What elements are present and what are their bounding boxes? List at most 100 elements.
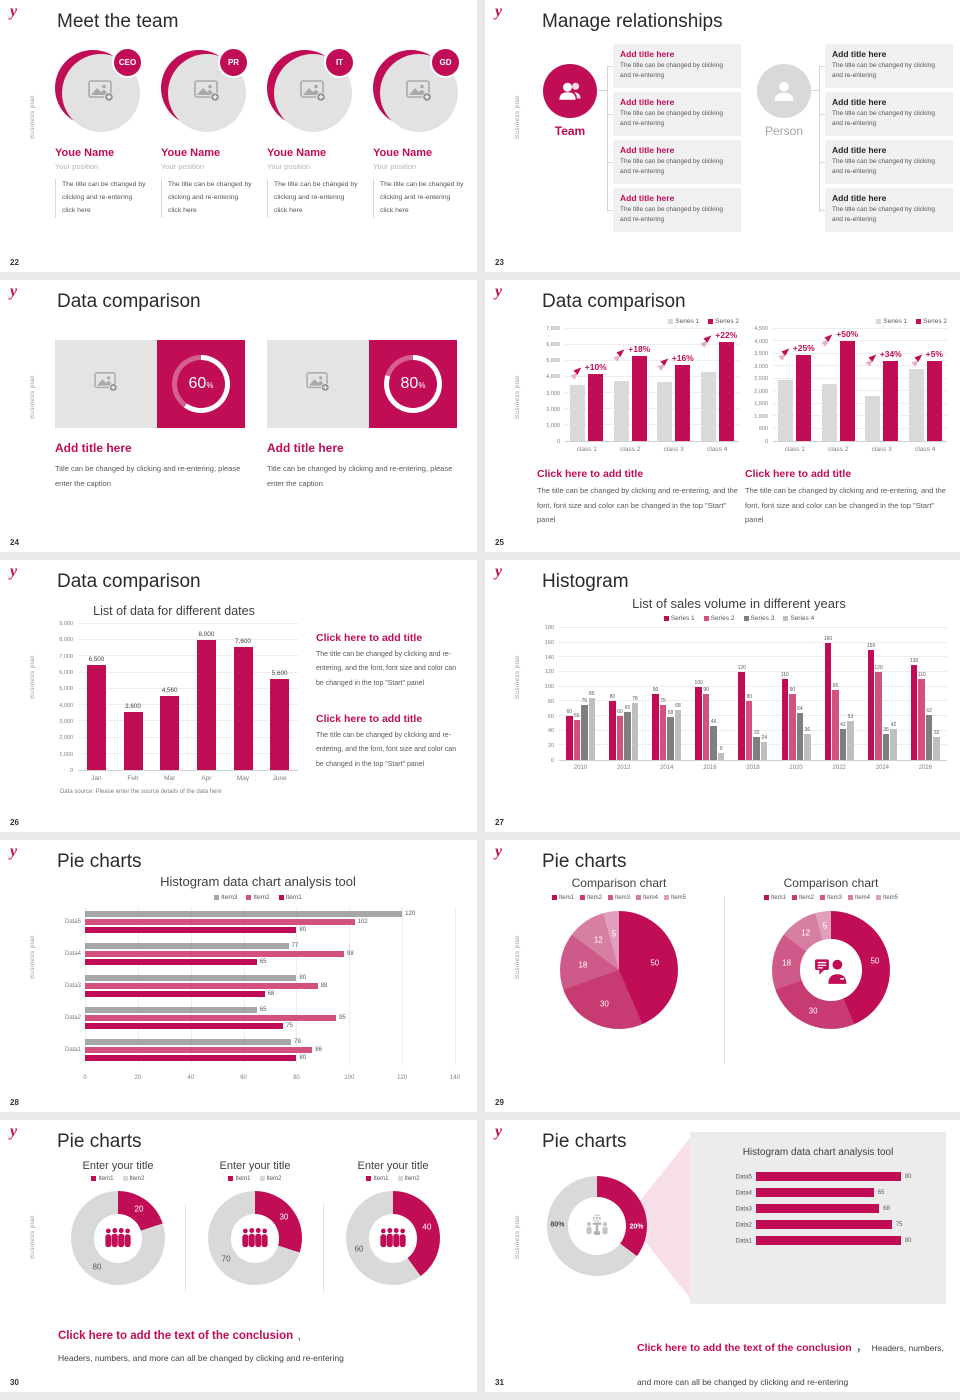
value-label: 53 <box>847 714 854 721</box>
chart-title: Histogram data chart analysis tool <box>160 874 356 889</box>
value-label: 88 <box>320 983 328 989</box>
bar <box>674 710 682 760</box>
slice-label: 60 <box>354 1244 364 1254</box>
bar <box>832 690 839 760</box>
bar-group: Data2 75 <box>735 1220 928 1229</box>
chart-title: Enter your title <box>357 1160 429 1172</box>
value-label: 80 <box>299 975 307 981</box>
bar-group: Data1 78 86 80 <box>65 1039 455 1061</box>
growth-annotation: +18% <box>613 344 650 363</box>
value-label: 36 <box>804 726 811 733</box>
value-label: 120 <box>405 911 416 917</box>
titled-box[interactable]: Add title here The title can be changed b… <box>819 140 953 184</box>
role-badge: PR <box>218 47 249 78</box>
bar <box>756 1204 880 1213</box>
legend-swatch-icon <box>579 895 585 900</box>
bar <box>702 694 710 760</box>
caption-title: Click here to add title <box>745 468 852 480</box>
value-label: 60 <box>566 709 573 715</box>
bar <box>609 701 616 760</box>
slide-23-manage-relationships[interactable]: y Business plan Manage relationships Tea… <box>485 0 960 272</box>
bar <box>85 927 297 933</box>
page-title: Pie charts <box>542 1131 627 1152</box>
caption-body: The title can be changed by clicking and… <box>537 486 738 525</box>
value-label: 110 <box>780 672 789 679</box>
conclusion-title: Click here to add the text of the conclu… <box>637 1342 852 1354</box>
value-label: 75 <box>895 1221 903 1228</box>
bar-group: 120 80 32 24 <box>731 628 774 760</box>
bar <box>85 959 257 965</box>
slide-26-data-comparison[interactable]: y Business plan Data comparison List of … <box>0 560 477 832</box>
divider <box>724 896 725 1064</box>
percent-sign: % <box>206 381 214 390</box>
box-title: Add title here <box>620 145 675 155</box>
titled-box[interactable]: Add title here The title can be changed b… <box>607 44 741 88</box>
bar-group: Data2 65 95 75 <box>65 1007 455 1029</box>
value-label: 98 <box>347 951 354 957</box>
titled-box[interactable]: Add title here The title can be changed b… <box>819 92 953 136</box>
value-label: 46 <box>710 719 717 726</box>
slide-31-pie-charts[interactable]: y Business plan Pie charts 20% 80% Histog… <box>485 1120 960 1392</box>
legend-item: Series 2 <box>703 615 735 622</box>
growth-annotation: +5% <box>911 349 943 368</box>
slide-22-meet-the-team[interactable]: y Business plan Meet the team CEO Youe N… <box>0 0 477 272</box>
page-title: Data comparison <box>57 291 201 312</box>
bar <box>756 1236 901 1245</box>
bar <box>570 385 586 441</box>
value-label: 95 <box>832 683 839 690</box>
bar-group: 4,560 <box>151 624 188 770</box>
slice-label: 5 <box>822 921 828 931</box>
team-icon <box>543 64 597 118</box>
legend-item: Item5 <box>664 895 686 901</box>
bar-group: 8,000 <box>188 624 225 770</box>
legend-swatch-icon <box>278 894 284 900</box>
bar <box>85 1023 284 1029</box>
titled-box[interactable]: Add title here The title can be changed b… <box>607 188 741 232</box>
bar-group: 150 120 36 42 <box>861 628 904 760</box>
titled-box[interactable]: Add title here The title can be changed b… <box>819 188 953 232</box>
member-position: Your position <box>267 162 311 171</box>
value-label: 3,600 <box>125 702 141 710</box>
bar <box>196 640 216 770</box>
bar-group: +25% <box>773 329 817 441</box>
value-label: 120 <box>737 665 746 671</box>
slide-28-pie-charts[interactable]: y Business plan Pie charts Histogram dat… <box>0 840 477 1112</box>
titled-box[interactable]: Add title here The title can be changed b… <box>607 92 741 136</box>
y-axis: 0 500 1,000 1,500 2,000 2,500 3,000 3,500 4,000 4… <box>754 326 768 445</box>
member-description: The title can be changed by clicking and… <box>267 179 358 218</box>
growth-annotation: +25% <box>778 343 815 362</box>
slide-29-pie-charts[interactable]: y Business plan Pie charts Comparison ch… <box>485 840 960 1112</box>
slide-25-data-comparison[interactable]: y Business plan Data comparison Series 1… <box>485 280 960 552</box>
chart-legend: Series 1 Series 2 <box>537 318 739 325</box>
slide-24-data-comparison[interactable]: y Business plan Data comparison 60% Add … <box>0 280 477 552</box>
slide-30-pie-charts[interactable]: y Business plan Pie charts Enter your ti… <box>0 1120 477 1392</box>
x-axis-labels: class 1 class 2 class 3 class 4 <box>576 446 728 453</box>
slide-number: 22 <box>10 258 19 267</box>
value-label: 62 <box>926 707 932 714</box>
value-label: 80 <box>904 1173 912 1180</box>
percent-sign: % <box>418 381 426 390</box>
pie-chart: 50 30 18 12 5 <box>560 911 678 1030</box>
category-label: Data3 <box>64 983 81 989</box>
conclusion-body: Headers, numbers, and more can all be ch… <box>637 1343 944 1387</box>
value-label: 77 <box>291 943 299 949</box>
bar-chart: 0 500 1,000 1,500 2,000 2,500 3,000 3,500 4,000 4… <box>745 326 947 455</box>
titled-box[interactable]: Add title here The title can be changed b… <box>819 44 953 88</box>
chart-legend: Item1 Item2 <box>192 1176 318 1182</box>
side-text: Business plan <box>30 1215 36 1259</box>
donut-hole <box>568 1197 626 1255</box>
bar <box>588 373 604 441</box>
value-label: 8,000 <box>198 631 215 639</box>
box-title: Add title here <box>620 49 675 59</box>
bar <box>675 365 691 441</box>
bar-group: +18% <box>609 329 653 441</box>
category-label: Data2 <box>735 1221 752 1228</box>
bar <box>910 664 918 760</box>
brand-logo-icon: y <box>10 843 18 860</box>
legend-swatch-icon <box>916 318 922 324</box>
titled-box[interactable]: Add title here The title can be changed b… <box>607 140 741 184</box>
slice-label: 18 <box>782 958 792 968</box>
legend-swatch-icon <box>668 318 674 324</box>
slide-27-histogram[interactable]: y Business plan Histogram List of sales … <box>485 560 960 832</box>
